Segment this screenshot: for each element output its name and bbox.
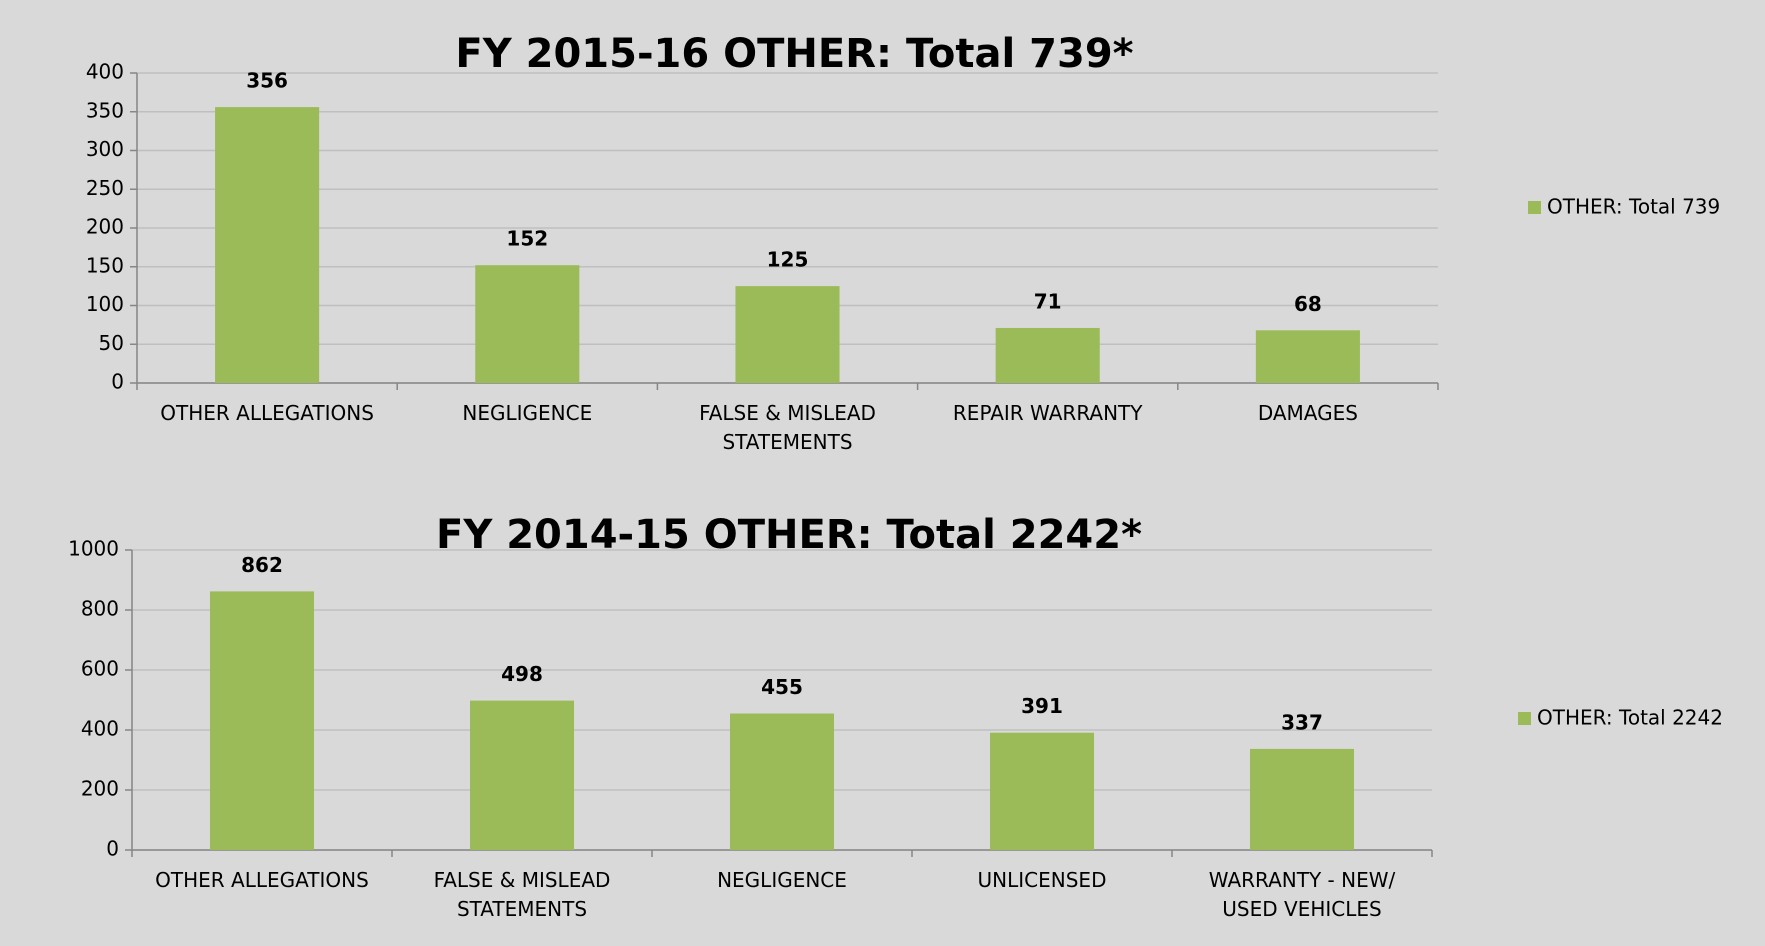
data-label: 152 [506,227,548,251]
y-tick-label: 800 [81,597,119,621]
data-label: 862 [241,553,283,577]
bar [470,700,574,850]
data-label: 125 [767,248,809,272]
bar [210,591,314,850]
legend-swatch [1528,201,1541,214]
x-tick-label: WARRANTY - NEW/USED VEHICLES [1209,868,1396,921]
y-tick-label: 600 [81,657,119,681]
y-tick-label: 400 [81,717,119,741]
data-label: 356 [246,69,288,93]
y-tick-label: 0 [106,837,119,861]
bar [1255,330,1360,383]
x-tick-label: UNLICENSED [978,868,1107,892]
bar [735,286,840,383]
y-tick-label: 250 [86,176,124,200]
data-label: 337 [1281,710,1323,734]
y-tick-label: 400 [86,60,124,84]
data-label: 68 [1294,292,1322,316]
data-label: 391 [1021,694,1063,718]
bar [730,713,834,850]
legend-swatch [1518,712,1531,725]
y-tick-label: 0 [111,370,124,394]
x-tick-label: DAMAGES [1258,401,1358,425]
bar [995,327,1100,383]
y-tick-label: 200 [86,215,124,239]
x-tick-label: NEGLIGENCE [462,401,592,425]
y-tick-label: 350 [86,98,124,122]
chart-title: FY 2014-15 OTHER: Total 2242* [436,512,1142,558]
bar [1250,748,1354,850]
x-tick-label: OTHER ALLEGATIONS [160,401,374,425]
x-tick-label: FALSE & MISLEAD STATEMENTS [699,401,876,454]
data-label: 498 [501,662,543,686]
y-tick-label: 50 [99,331,124,355]
y-tick-label: 150 [86,253,124,277]
y-tick-label: 100 [86,292,124,316]
x-tick-label: NEGLIGENCE [717,868,847,892]
x-tick-label: OTHER ALLEGATIONS [155,868,369,892]
y-tick-label: 300 [86,137,124,161]
x-tick-label: FALSE & MISLEAD STATEMENTS [434,868,611,921]
y-tick-label: 200 [81,777,119,801]
y-tick-label: 1000 [68,537,119,561]
bar [215,107,320,383]
bar [475,265,580,383]
x-tick-label: REPAIR WARRANTY [953,401,1143,425]
chart-title: FY 2015-16 OTHER: Total 739* [455,31,1133,77]
bar [990,732,1094,850]
data-label: 71 [1034,289,1062,313]
legend-label: OTHER: Total 739 [1547,195,1720,219]
data-label: 455 [761,675,803,699]
legend-label: OTHER: Total 2242 [1537,706,1723,730]
